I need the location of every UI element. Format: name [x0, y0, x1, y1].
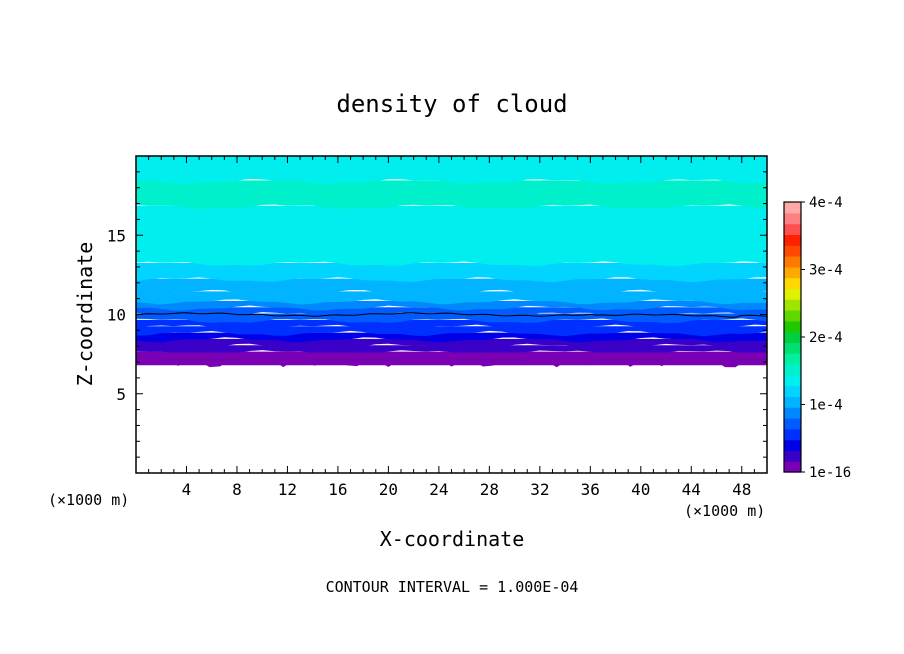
x-tick-label: 48	[732, 480, 751, 499]
contour-line	[136, 312, 767, 318]
colorbar-swatch	[784, 331, 801, 343]
density-band	[136, 156, 767, 184]
y-tick-label: 5	[116, 385, 126, 404]
x-tick-label: 36	[581, 480, 600, 499]
cloud-base	[136, 352, 767, 368]
colorbar-swatch	[784, 245, 801, 257]
colorbar-swatch	[784, 266, 801, 279]
x-axis-label: X-coordinate	[380, 527, 525, 551]
x-tick-label: 44	[682, 480, 701, 499]
x-tick-label: 40	[631, 480, 650, 499]
colorbar-swatch	[784, 374, 801, 387]
chart-title: density of cloud	[336, 90, 567, 118]
colorbar-swatch	[784, 439, 801, 451]
y-axis-label: Z-coordinate	[73, 242, 97, 387]
y-tick-label: 15	[107, 226, 126, 245]
x-tick-label: 12	[278, 480, 297, 499]
density-band	[136, 319, 767, 330]
colorbar-swatch	[784, 310, 801, 322]
colorbar-swatch	[784, 461, 801, 473]
colorbar-swatch	[784, 288, 801, 300]
colorbar-swatch	[784, 202, 801, 214]
density-band	[136, 205, 767, 267]
colorbar-swatch	[784, 212, 801, 225]
colorbar-label: 2e-4	[809, 330, 843, 346]
x-tick-label: 20	[379, 480, 398, 499]
x-tick-label: 28	[480, 480, 499, 499]
y-tick-label: 10	[107, 306, 126, 325]
x-tick-label: 16	[328, 480, 347, 499]
colorbar-swatch	[784, 385, 801, 397]
density-band	[136, 326, 767, 337]
colorbar-swatch	[784, 450, 801, 462]
colorbar-swatch	[784, 299, 801, 311]
colorbar-swatch	[784, 428, 801, 441]
colorbar-label: 4e-4	[809, 195, 843, 211]
colorbar-swatch	[784, 407, 801, 419]
colorbar-swatch	[784, 223, 801, 235]
axis-ticks	[136, 156, 767, 473]
x-tick-labels: 4 8 12 16 20 24 28 32 36 40 44 48	[182, 480, 752, 499]
density-band	[136, 278, 767, 295]
x-axis-unit-right: (×1000 m)	[684, 502, 765, 520]
y-tick-labels: 5 10 15	[107, 226, 126, 404]
colorbar-swatch	[784, 353, 801, 365]
colorbar-swatch	[784, 277, 801, 289]
x-axis-unit-left: (×1000 m)	[48, 491, 129, 509]
density-band	[136, 313, 767, 324]
density-band	[136, 291, 767, 305]
density-band	[136, 262, 767, 283]
colorbar-swatch	[784, 320, 801, 333]
colorbar-swatch	[784, 342, 801, 354]
colorbar-swatch	[784, 256, 801, 268]
colorbar-swatch	[784, 418, 801, 430]
x-tick-label: 32	[530, 480, 549, 499]
contour-interval-note: CONTOUR INTERVAL = 1.000E-04	[326, 578, 579, 596]
colorbar-label: 1e-4	[809, 398, 843, 414]
colorbar	[784, 202, 801, 473]
colorbar-label: 1e-16	[809, 465, 851, 481]
x-tick-label: 24	[429, 480, 448, 499]
colorbar-swatch	[784, 396, 801, 408]
colorbar-swatch	[784, 364, 801, 376]
x-tick-label: 4	[182, 480, 192, 499]
x-tick-label: 8	[232, 480, 242, 499]
colorbar-label: 3e-4	[809, 263, 843, 279]
plot-area	[136, 156, 767, 368]
density-band	[136, 180, 767, 210]
colorbar-labels: 1e-16 1e-4 2e-4 3e-4 4e-4	[801, 195, 851, 481]
colorbar-swatch	[784, 234, 801, 246]
density-band	[136, 332, 767, 343]
